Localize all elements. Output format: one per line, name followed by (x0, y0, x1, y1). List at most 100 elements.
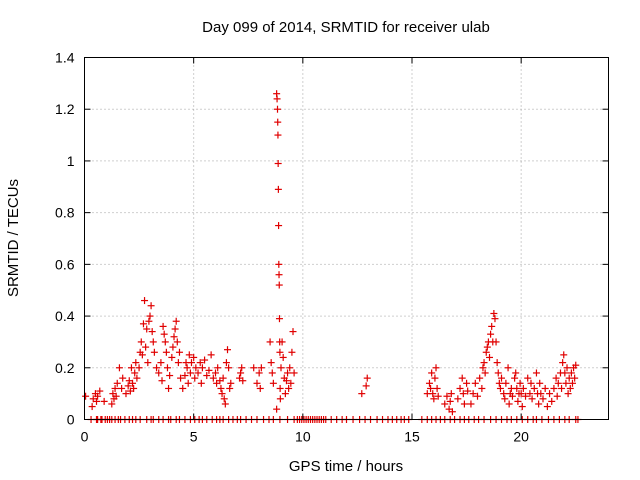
data-point (93, 397, 101, 405)
data-point (441, 400, 449, 408)
data-point (143, 325, 151, 333)
data-point (179, 384, 187, 392)
data-point (493, 359, 501, 367)
data-point (469, 390, 477, 398)
data-point (482, 348, 490, 356)
data-point (275, 315, 283, 323)
data-point (474, 392, 481, 400)
data-point (96, 387, 104, 395)
data-point (159, 322, 167, 330)
data-point (173, 338, 181, 346)
data-point (460, 400, 468, 408)
data-point (491, 315, 499, 323)
data-point (224, 346, 232, 354)
data-point (513, 384, 521, 392)
x-tick-label: 10 (295, 429, 311, 445)
data-point (502, 379, 510, 387)
y-tick-label: 1 (67, 153, 75, 169)
data-point (158, 377, 166, 385)
data-point (561, 369, 569, 377)
data-point (467, 400, 475, 408)
data-point (550, 384, 558, 392)
data-point (559, 359, 567, 367)
data-point (454, 395, 462, 403)
data-point (553, 392, 561, 400)
data-point (214, 364, 222, 372)
data-point (539, 395, 547, 403)
data-point (501, 395, 509, 403)
data-point (177, 374, 185, 382)
data-point (463, 379, 471, 387)
data-point (186, 369, 194, 377)
data-point (257, 364, 265, 372)
data-point (237, 369, 245, 377)
data-point (490, 309, 498, 317)
data-point (288, 348, 296, 356)
data-point (267, 359, 275, 367)
data-point (131, 369, 139, 377)
data-point (268, 369, 276, 377)
data-point (115, 364, 123, 372)
data-point (536, 379, 544, 387)
data-point (554, 379, 562, 387)
data-point (273, 95, 281, 103)
data-point (207, 351, 215, 359)
data-point (275, 260, 283, 268)
data-point (153, 364, 161, 372)
data-point (282, 377, 290, 385)
data-point (238, 364, 246, 372)
data-point (141, 297, 149, 305)
data-point (285, 384, 293, 392)
x-tick-labels: 0 5 10 15 20 (81, 429, 530, 445)
y-tick-label: 0.4 (55, 308, 75, 324)
data-point (488, 322, 496, 330)
data-point (139, 320, 147, 328)
data-point (571, 374, 579, 382)
data-point (137, 338, 145, 346)
data-point (155, 369, 163, 377)
data-point (205, 366, 213, 374)
data-point (278, 338, 286, 346)
data-point (142, 343, 150, 351)
data-point (274, 131, 282, 139)
data-point (275, 222, 283, 230)
data-point (277, 364, 285, 372)
x-tick-label: 15 (404, 429, 420, 445)
data-point (127, 364, 135, 372)
data-point (429, 390, 437, 398)
data-point (562, 379, 570, 387)
data-point (269, 379, 277, 387)
data-point (239, 377, 247, 385)
data-point (194, 369, 202, 377)
data-point (524, 374, 532, 382)
data-point (560, 351, 568, 359)
data-point (476, 374, 484, 382)
data-point (163, 364, 171, 372)
data-point (212, 369, 219, 377)
data-point (363, 374, 371, 382)
x-axis-label: GPS time / hours (289, 458, 403, 475)
data-point (535, 400, 543, 408)
x-tick-label: 0 (81, 429, 89, 445)
data-point (511, 374, 519, 382)
data-point (201, 356, 209, 364)
data-point (203, 372, 211, 380)
data-point (526, 390, 534, 398)
data-point (274, 160, 282, 168)
data-point (434, 392, 442, 400)
data-point (160, 330, 168, 338)
data-point (138, 351, 146, 359)
data-point (281, 390, 289, 398)
data-point (169, 343, 177, 351)
data-point (124, 382, 132, 390)
chart-title: Day 099 of 2014, SRMTID for receiver ula… (202, 19, 490, 36)
data-point (171, 325, 179, 333)
data-point (135, 364, 143, 372)
data-point (274, 105, 282, 113)
data-point (284, 369, 292, 377)
data-point (287, 379, 295, 387)
data-point (250, 364, 258, 372)
data-point (566, 384, 574, 392)
data-point (495, 379, 503, 387)
